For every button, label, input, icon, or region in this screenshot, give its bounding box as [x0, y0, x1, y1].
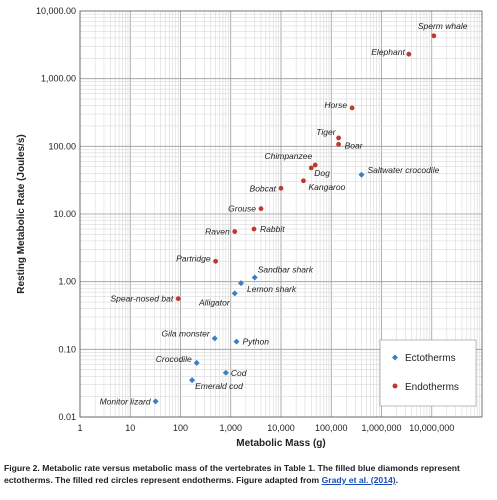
legend-endotherms-label: Endotherms: [405, 382, 459, 393]
y-tick-label: 100.00: [48, 141, 76, 151]
plot-border: [79, 10, 483, 418]
point-label-boar: Boar: [345, 140, 364, 150]
endotherm-point-kangaroo: [301, 178, 306, 184]
x-tick-label: 1,000,000: [361, 423, 401, 433]
ectotherm-point-alligator: [231, 290, 238, 297]
point-label-elephant: Elephant: [371, 47, 405, 57]
caption-end: .: [395, 475, 399, 485]
x-tick-label: 100,000: [315, 423, 348, 433]
endotherm-point-horse: [349, 105, 355, 111]
point-label-crocodile: Crocodile: [156, 354, 192, 364]
point-label-tiger: Tiger: [316, 127, 336, 137]
point-label-partridge: Partridge: [176, 253, 211, 263]
scatter-chart: 1 10 100 1,000 10,000 100,000 1,000,000 10,000,…: [16, 6, 483, 449]
ectotherm-point-cod: [222, 369, 229, 376]
point-label-cod: Cod: [231, 368, 247, 378]
legend-endotherms-marker: [392, 383, 398, 389]
x-axis-title: Metabolic Mass (g): [236, 438, 325, 449]
y-tick-labels: 0.01 0.10 1.00 10.00 100.00 1,000.00 10,000.00: [36, 6, 76, 422]
endotherm-point-rabbit: [251, 226, 257, 232]
y-tick-label: 0.10: [58, 344, 76, 354]
endotherm-point-sperm-whale: [431, 33, 437, 39]
point-label-gila-monster: Gila monster: [162, 328, 211, 338]
x-tick-label: 1: [77, 423, 82, 433]
y-axis-title: Resting Metabolic Rate (Joules/s): [16, 134, 27, 293]
y-tick-label: 0.01: [58, 412, 76, 422]
endotherm-point-spear-nosed-bat: [175, 296, 181, 302]
ectotherm-point-saltwater-crocodile: [358, 171, 365, 178]
x-tick-label: 10: [125, 423, 135, 433]
y-tick-label: 1,000.00: [41, 74, 76, 84]
endotherm-point-bobcat: [278, 185, 284, 191]
point-label-grouse: Grouse: [228, 204, 256, 214]
x-tick-label: 1,000: [219, 423, 242, 433]
point-label-raven: Raven: [205, 227, 230, 237]
point-label-rabbit: Rabbit: [260, 224, 285, 234]
point-label-sandbar-shark: Sandbar shark: [258, 265, 314, 275]
legend-ectotherms-marker: [392, 354, 398, 361]
point-label-dog: Dog: [314, 168, 330, 178]
endotherm-point-chimpanzee: [312, 162, 318, 168]
point-label-monitor-lizard: Monitor lizard: [100, 396, 151, 406]
point-label-kangaroo: Kangaroo: [308, 182, 345, 192]
figure-caption: Figure 2. Metabolic rate versus metaboli…: [4, 462, 494, 486]
endotherm-point-boar: [336, 141, 341, 147]
x-tick-label: 10,000,000: [409, 423, 454, 433]
endotherm-point-elephant: [406, 51, 412, 57]
caption-text: Figure 2. Metabolic rate versus metaboli…: [4, 463, 460, 485]
point-label-emerald-cod: Emerald cod: [195, 381, 243, 391]
y-tick-label: 10.00: [53, 209, 76, 219]
point-label-chimpanzee: Chimpanzee: [264, 151, 312, 161]
x-tick-labels: 1 10 100 1,000 10,000 100,000 1,000,000 10,000,…: [77, 423, 454, 433]
endotherm-point-dog: [308, 165, 314, 171]
endotherm-point-raven: [232, 229, 238, 234]
ectotherm-point-sandbar-shark: [251, 274, 258, 281]
point-label-saltwater-crocodile: Saltwater crocodile: [368, 165, 440, 175]
caption-reference-link[interactable]: Grady et al. (2014): [321, 475, 396, 485]
x-tick-label: 10,000: [267, 423, 295, 433]
point-label-spear-nosed-bat: Spear-nosed bat: [110, 294, 173, 304]
ectotherm-point-python: [233, 338, 240, 345]
endotherm-point-grouse: [258, 206, 264, 212]
data-points: [152, 33, 437, 405]
y-tick-label: 1.00: [58, 277, 76, 287]
y-tick-label: 10,000.00: [36, 6, 76, 16]
point-label-sperm-whale: Sperm whale: [418, 21, 468, 31]
point-label-horse: Horse: [324, 100, 347, 110]
point-label-alligator: Alligator: [198, 297, 231, 307]
point-label-python: Python: [242, 337, 269, 347]
grid-lines: [79, 11, 482, 418]
ectotherm-point-monitor-lizard: [152, 398, 159, 405]
point-label-lemon-shark: Lemon shark: [247, 284, 297, 294]
point-label-bobcat: Bobcat: [250, 183, 277, 193]
ectotherm-point-lemon-shark: [238, 280, 245, 287]
legend: Ectotherms Endotherms: [379, 339, 477, 407]
x-tick-label: 100: [173, 423, 188, 433]
legend-box: [379, 339, 477, 407]
ectotherm-point-gila-monster: [211, 335, 218, 342]
point-labels: Monitor lizard Emerald cod Crocodile Cod Gil…: [100, 21, 468, 407]
ectotherm-point-emerald-cod: [189, 377, 196, 384]
endotherm-point-tiger: [336, 135, 341, 141]
endotherm-point-partridge: [213, 258, 219, 264]
ectotherm-point-crocodile: [193, 359, 200, 366]
legend-ectotherms-label: Ectotherms: [405, 353, 456, 364]
